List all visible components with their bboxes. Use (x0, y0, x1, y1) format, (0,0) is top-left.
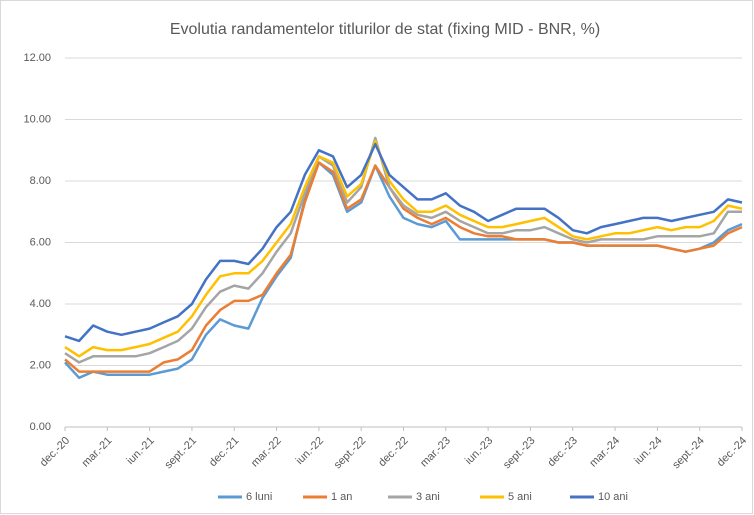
legend-label: 1 an (331, 491, 352, 503)
series-line (64, 136, 742, 364)
chart-title: Evolutia randamentelor titlurilor de sta… (170, 21, 600, 38)
series-line (64, 139, 743, 358)
series-line (64, 161, 743, 373)
legend-label: 3 ani (416, 491, 440, 503)
y-tick-label: 8.00 (30, 175, 51, 187)
y-tick-label: 2.00 (30, 359, 51, 371)
legend-label: 5 ani (508, 491, 532, 503)
y-tick-label: 10.00 (23, 113, 51, 125)
y-tick-label: 6.00 (30, 236, 51, 248)
legend-label: 10 ani (598, 491, 628, 503)
y-tick-label: 12.00 (23, 52, 51, 64)
y-tick-label: 4.00 (30, 298, 51, 310)
legend-label: 6 luni (246, 491, 272, 503)
y-tick-label: 0.00 (30, 421, 51, 433)
series-line (64, 142, 743, 343)
